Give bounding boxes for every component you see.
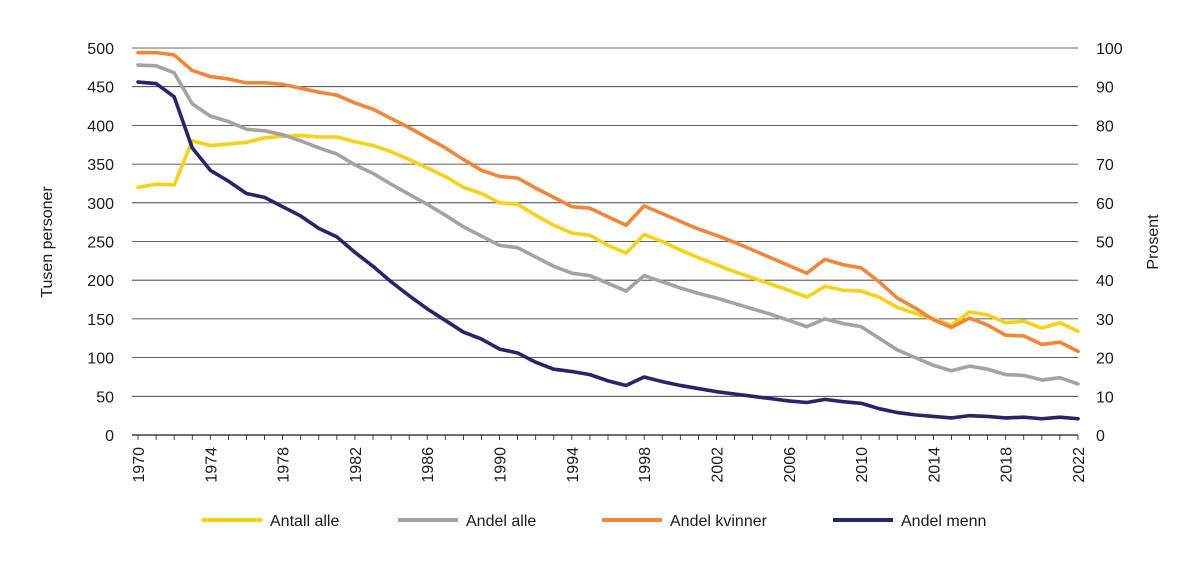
- y-left-tick-label: 250: [87, 235, 114, 252]
- y-axis-right-title: Prosent: [1145, 214, 1162, 270]
- x-tick-label: 2018: [999, 447, 1016, 483]
- y-left-tick-label: 50: [96, 389, 114, 406]
- x-tick-label: 2002: [709, 447, 726, 483]
- x-tick-label: 2022: [1071, 447, 1088, 483]
- y-right-tick-label: 40: [1096, 273, 1114, 290]
- x-tick-label: 1990: [493, 447, 510, 483]
- y-right-tick-label: 50: [1096, 235, 1114, 252]
- y-left-tick-label: 350: [87, 157, 114, 174]
- y-left-tick-label: 500: [87, 41, 114, 58]
- x-tick-label: 1978: [276, 447, 293, 483]
- x-tick-label: 2010: [854, 447, 871, 483]
- legend-label: Andel menn: [901, 513, 986, 530]
- y-right-tick-label: 20: [1096, 351, 1114, 368]
- x-tick-label: 2006: [782, 447, 799, 483]
- y-left-tick-label: 200: [87, 273, 114, 290]
- y-left-tick-label: 400: [87, 118, 114, 135]
- y-left-tick-label: 450: [87, 80, 114, 97]
- y-right-tick-label: 0: [1096, 428, 1105, 445]
- series-lines: [136, 50, 1080, 421]
- y-right-tick-label: 80: [1096, 118, 1114, 135]
- x-tick-label: 1970: [131, 447, 148, 483]
- y-left-tick-label: 0: [105, 428, 114, 445]
- legend-label: Antall alle: [270, 513, 339, 530]
- y-left-tick-label: 100: [87, 351, 114, 368]
- x-tick-label: 1974: [203, 447, 220, 483]
- y-right-tick-label: 60: [1096, 196, 1114, 213]
- x-tick-label: 1998: [637, 447, 654, 483]
- series-line-andel-alle: [136, 63, 1080, 386]
- series-line-andel-menn: [136, 80, 1080, 421]
- x-tick-label: 1994: [565, 447, 582, 483]
- y-right-tick-label: 100: [1096, 41, 1123, 58]
- y-right-tick-label: 70: [1096, 157, 1114, 174]
- y-left-tick-label: 300: [87, 196, 114, 213]
- x-tick-label: 1982: [348, 447, 365, 483]
- legend-label: Andel alle: [466, 513, 536, 530]
- axes: 0 50 100 150 200 250 300 350 400 450 500 0 10 20 30 40 5…: [87, 41, 1123, 483]
- series-line-antall-alle: [136, 133, 1080, 334]
- x-tick-label: 2014: [926, 447, 943, 483]
- gridlines: [132, 47, 1078, 436]
- series-line-andel-kvinner: [136, 50, 1080, 354]
- y-left-tick-label: 150: [87, 312, 114, 329]
- y-right-tick-label: 30: [1096, 312, 1114, 329]
- x-tick-label: 1986: [420, 447, 437, 483]
- legend: Antall alle Andel alle Andel kvinner Andel …: [202, 513, 986, 530]
- y-axis-left-title: Tusen personer: [39, 186, 56, 298]
- y-right-tick-label: 90: [1096, 80, 1114, 97]
- y-right-tick-label: 10: [1096, 389, 1114, 406]
- legend-label: Andel kvinner: [670, 513, 768, 530]
